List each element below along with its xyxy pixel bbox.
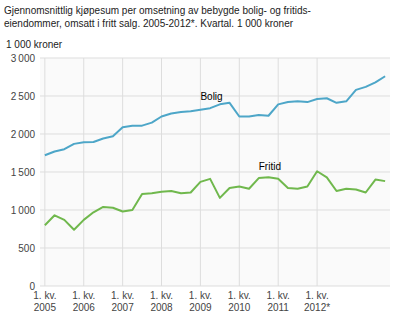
line — [45, 76, 385, 155]
tick-label: 500 — [18, 243, 35, 254]
annotation: Fritid — [259, 161, 281, 172]
tick-label: 1. kv.2007 — [111, 290, 134, 313]
tick-label: 1. kv.2008 — [150, 290, 173, 313]
tick-label: 1. kv.2010 — [228, 290, 251, 313]
grid-line — [40, 210, 390, 211]
grid-line — [40, 248, 390, 249]
tick-label: 1 500 — [11, 167, 36, 178]
grid-line — [161, 58, 162, 286]
plot-area — [40, 58, 390, 286]
tick-label: 2 500 — [11, 91, 36, 102]
grid-line — [278, 58, 279, 286]
grid-line — [40, 172, 390, 173]
chart: Gjennomsnittlig kjøpesum per omsetning a… — [0, 0, 400, 320]
grid-line — [122, 58, 123, 286]
tick-label: 1. kv.2009 — [189, 290, 212, 313]
tick-label: 1. kv.2012* — [304, 290, 330, 313]
series-group — [45, 76, 385, 230]
tick-label: 1. kv.2005 — [33, 290, 56, 313]
line — [45, 171, 385, 230]
grid-line — [239, 58, 240, 286]
grid-line — [40, 286, 390, 287]
tick-label: 2 000 — [11, 129, 36, 140]
grid-line — [40, 134, 390, 135]
tick-label: 3 000 — [11, 53, 36, 64]
tick-label: 1. kv.2011 — [267, 290, 290, 313]
grid-line — [40, 58, 390, 59]
annotation: Bolig — [200, 91, 222, 102]
y-axis: 05001 0001 5002 0002 5003 000 — [11, 53, 390, 292]
grid-line — [44, 58, 45, 286]
grid-line — [83, 58, 84, 286]
title: Gjennomsnittlig kjøpesum per omsetning a… — [4, 5, 311, 29]
tick-label: 1. kv.2006 — [72, 290, 95, 313]
tick-label: 1 000 — [11, 205, 36, 216]
y-axis-label: 1 000 kroner — [6, 39, 63, 50]
